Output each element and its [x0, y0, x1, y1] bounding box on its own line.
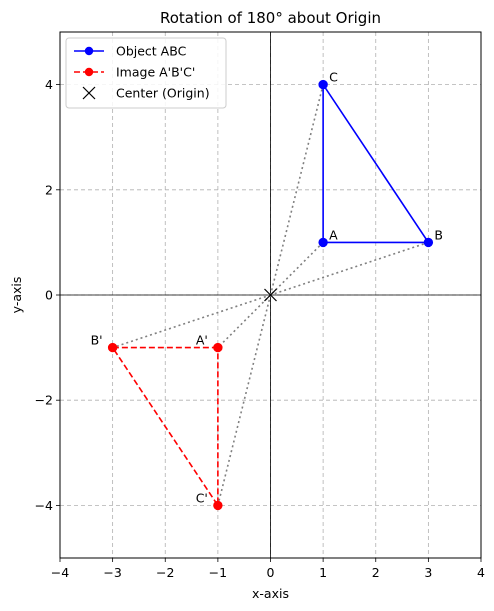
y-tick-label: 0	[45, 288, 53, 303]
point-label: A'	[196, 333, 208, 348]
image-a-b-c-point	[107, 342, 118, 353]
legend: Object ABC Image A'B'C' Center (Origin)	[65, 37, 227, 109]
x-tick-label: 3	[424, 565, 432, 580]
legend-entry: Image A'B'C'	[74, 65, 195, 80]
x-tick-label: −1	[209, 565, 227, 580]
chart-title: Rotation of 180° about Origin	[160, 9, 381, 27]
x-tick-label: 0	[267, 565, 275, 580]
image-a-b-c-outline	[111, 346, 219, 509]
object-abc-outline	[322, 81, 430, 244]
object-abc-point	[318, 237, 328, 248]
center-marker	[264, 288, 277, 302]
point-label: B'	[91, 333, 103, 348]
legend-marker	[82, 86, 96, 100]
object-abc-point	[318, 79, 328, 90]
image-a-b-c-point	[213, 500, 223, 511]
tick-layer: −4 −3 −2 −1 0 1 2 3 4 −4 −2 0 2 4	[35, 77, 485, 580]
series-layer	[107, 79, 434, 511]
connector-layer	[112, 84, 429, 506]
x-tick-label: −4	[51, 565, 69, 580]
y-tick-label: −2	[35, 393, 53, 408]
center-marker-stroke	[264, 288, 277, 302]
x-tick-label: 4	[477, 565, 485, 580]
y-axis-label: y-axis	[9, 277, 24, 314]
legend-label: Object ABC	[116, 44, 187, 59]
legend-entry: Center (Origin)	[82, 86, 210, 101]
x-tick-label: 2	[372, 565, 380, 580]
legend-marker	[84, 46, 94, 56]
connector-line	[269, 84, 324, 296]
y-tick-label: 4	[45, 77, 53, 92]
legend-marker	[84, 67, 94, 77]
legend-entry: Object ABC	[74, 44, 187, 59]
point-label-layer: A B C A' B' C'	[91, 70, 443, 506]
x-tick-label: 1	[319, 565, 327, 580]
x-tick-label: −2	[156, 565, 174, 580]
point-label: C'	[196, 490, 208, 505]
legend-box	[65, 37, 227, 109]
point-label: C	[329, 70, 338, 85]
x-axis-label: x-axis	[252, 586, 289, 601]
legend-label: Image A'B'C'	[116, 65, 195, 80]
point-label: A	[329, 227, 338, 242]
y-tick-label: 2	[45, 182, 53, 197]
image-a-b-c-point	[213, 342, 223, 353]
point-label: B	[434, 227, 443, 242]
object-abc-point	[423, 237, 434, 248]
x-tick-label: −3	[103, 565, 121, 580]
legend-label: Center (Origin)	[116, 86, 210, 101]
y-tick-label: −4	[35, 498, 53, 513]
connector-line	[217, 294, 272, 506]
